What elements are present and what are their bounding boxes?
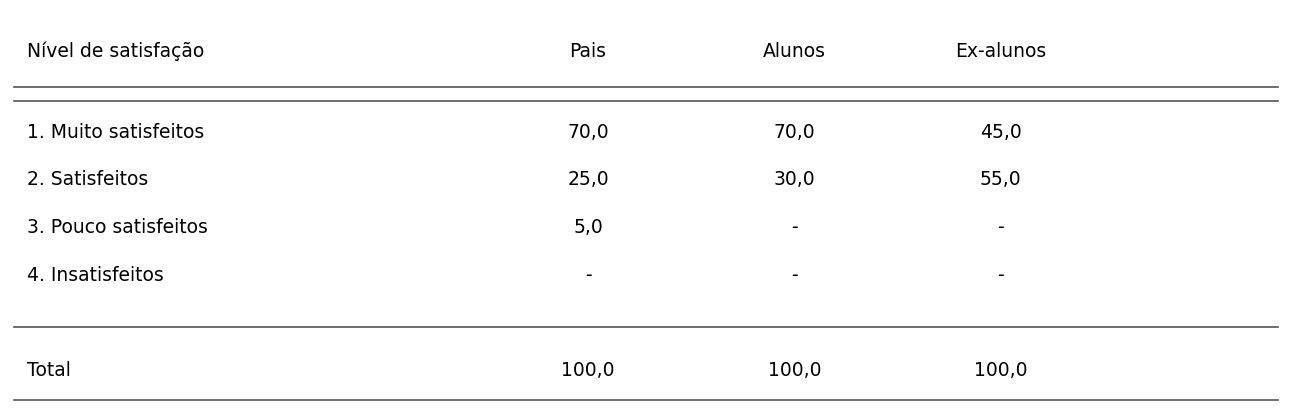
Text: 3. Pouco satisfeitos: 3. Pouco satisfeitos: [27, 218, 208, 237]
Text: Total: Total: [27, 362, 71, 380]
Text: -: -: [997, 266, 1004, 285]
Text: Pais: Pais: [570, 42, 606, 61]
Text: 4. Insatisfeitos: 4. Insatisfeitos: [27, 266, 164, 285]
Text: 70,0: 70,0: [567, 123, 609, 142]
Text: 1. Muito satisfeitos: 1. Muito satisfeitos: [27, 123, 204, 142]
Text: 25,0: 25,0: [567, 171, 609, 189]
Text: 55,0: 55,0: [979, 171, 1022, 189]
Text: Nível de satisfação: Nível de satisfação: [27, 41, 204, 61]
Text: -: -: [791, 266, 797, 285]
Text: 100,0: 100,0: [767, 362, 820, 380]
Text: -: -: [791, 218, 797, 237]
Text: 70,0: 70,0: [774, 123, 815, 142]
Text: 5,0: 5,0: [574, 218, 603, 237]
Text: Alunos: Alunos: [762, 42, 826, 61]
Text: 100,0: 100,0: [974, 362, 1027, 380]
Text: 100,0: 100,0: [561, 362, 615, 380]
Text: 30,0: 30,0: [774, 171, 815, 189]
Text: -: -: [997, 218, 1004, 237]
Text: 2. Satisfeitos: 2. Satisfeitos: [27, 171, 149, 189]
Text: -: -: [585, 266, 592, 285]
Text: 45,0: 45,0: [979, 123, 1022, 142]
Text: Ex-alunos: Ex-alunos: [955, 42, 1047, 61]
